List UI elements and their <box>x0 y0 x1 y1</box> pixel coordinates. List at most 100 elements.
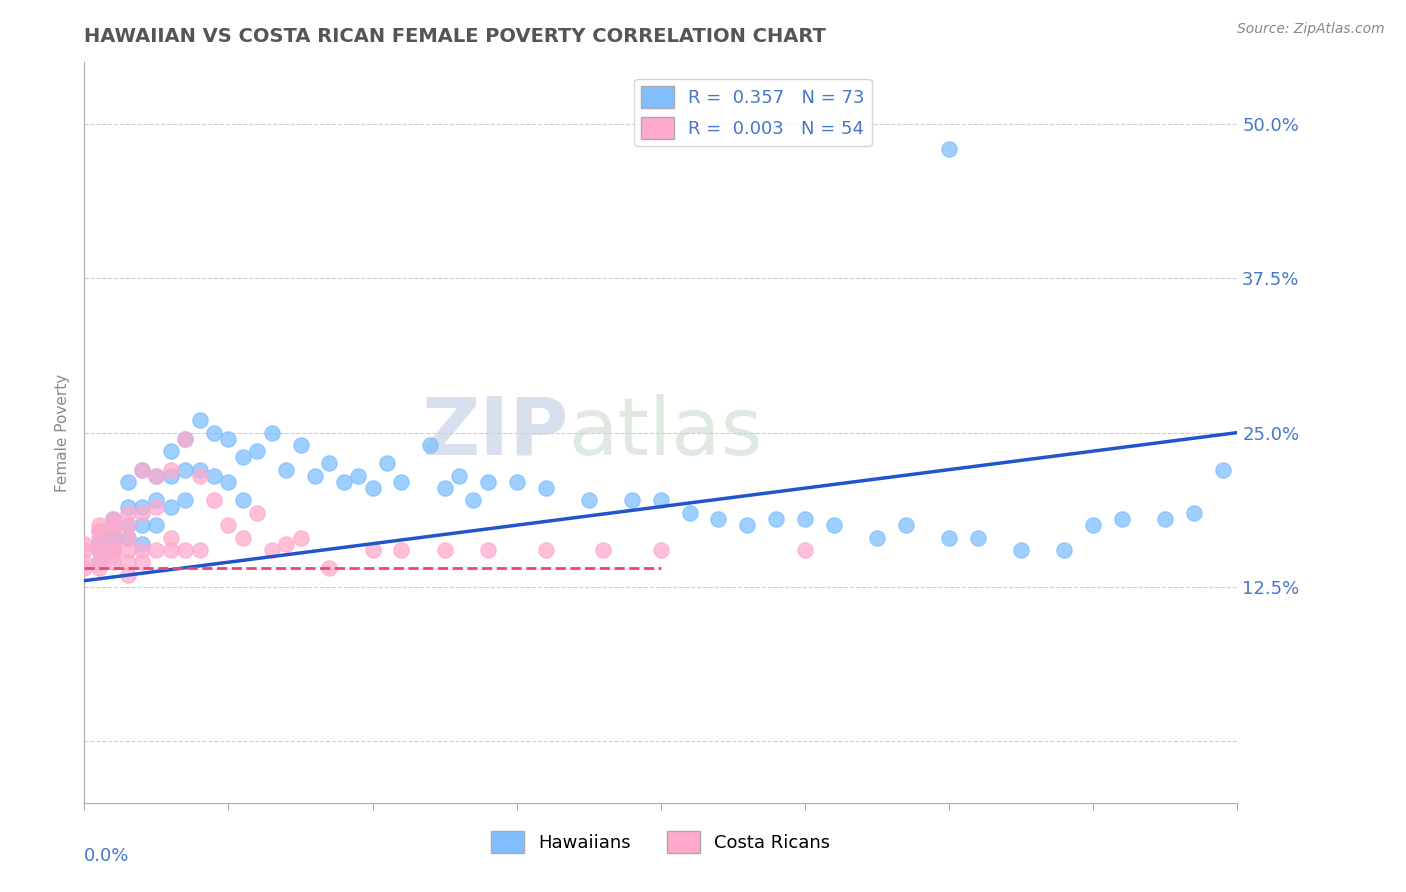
Point <box>938 531 960 545</box>
Point <box>765 512 787 526</box>
Point <box>73 536 96 550</box>
Point <box>131 555 153 569</box>
Point <box>174 493 197 508</box>
Point <box>87 531 110 545</box>
Point <box>463 493 485 508</box>
Point <box>304 468 326 483</box>
Point <box>174 432 197 446</box>
Point <box>260 425 283 440</box>
Point <box>160 500 183 514</box>
Point <box>103 518 124 533</box>
Point <box>650 493 672 508</box>
Point <box>449 468 471 483</box>
Point <box>117 531 139 545</box>
Point <box>145 500 167 514</box>
Point <box>145 493 167 508</box>
Point <box>73 561 96 575</box>
Point <box>174 432 197 446</box>
Point <box>202 468 225 483</box>
Point <box>188 462 211 476</box>
Point <box>1212 462 1234 476</box>
Point <box>103 536 124 550</box>
Point <box>117 567 139 582</box>
Point <box>318 457 340 471</box>
Point <box>246 444 269 458</box>
Point <box>534 481 557 495</box>
Point <box>391 475 413 489</box>
Point <box>707 512 730 526</box>
Point <box>160 468 183 483</box>
Point <box>117 555 139 569</box>
Point <box>1010 542 1032 557</box>
Point <box>117 506 139 520</box>
Point <box>145 542 167 557</box>
Point <box>218 475 240 489</box>
Point <box>87 524 110 539</box>
Point <box>375 457 398 471</box>
Point <box>506 475 529 489</box>
Point <box>290 438 312 452</box>
Point <box>188 413 211 427</box>
Point <box>967 531 990 545</box>
Point <box>1111 512 1133 526</box>
Point <box>866 531 889 545</box>
Point <box>202 425 225 440</box>
Point <box>894 518 917 533</box>
Point <box>103 542 124 557</box>
Point <box>276 462 298 476</box>
Point <box>117 518 139 533</box>
Point <box>103 549 124 563</box>
Point <box>347 468 370 483</box>
Point <box>260 542 283 557</box>
Point <box>103 512 124 526</box>
Point <box>679 506 702 520</box>
Point <box>650 542 672 557</box>
Point <box>117 542 139 557</box>
Point <box>578 493 600 508</box>
Point <box>131 542 153 557</box>
Point <box>103 542 124 557</box>
Point <box>433 542 456 557</box>
Point <box>737 518 759 533</box>
Point <box>318 561 340 575</box>
Point <box>232 531 254 545</box>
Point <box>103 555 124 569</box>
Point <box>87 555 110 569</box>
Point <box>534 542 557 557</box>
Point <box>1154 512 1177 526</box>
Point <box>160 542 183 557</box>
Point <box>73 555 96 569</box>
Point <box>87 524 110 539</box>
Point <box>621 493 644 508</box>
Point <box>103 512 124 526</box>
Point <box>87 555 110 569</box>
Point <box>477 542 499 557</box>
Legend: Hawaiians, Costa Ricans: Hawaiians, Costa Ricans <box>484 824 838 861</box>
Point <box>823 518 845 533</box>
Point <box>145 518 167 533</box>
Point <box>87 561 110 575</box>
Point <box>1182 506 1205 520</box>
Point <box>160 531 183 545</box>
Text: HAWAIIAN VS COSTA RICAN FEMALE POVERTY CORRELATION CHART: HAWAIIAN VS COSTA RICAN FEMALE POVERTY C… <box>84 27 827 45</box>
Point <box>477 475 499 489</box>
Point <box>188 468 211 483</box>
Point <box>938 142 960 156</box>
Point <box>131 462 153 476</box>
Text: Source: ZipAtlas.com: Source: ZipAtlas.com <box>1237 22 1385 37</box>
Point <box>117 531 139 545</box>
Point <box>103 531 124 545</box>
Text: ZIP: ZIP <box>422 393 568 472</box>
Point <box>131 518 153 533</box>
Point <box>794 512 817 526</box>
Point <box>1083 518 1105 533</box>
Point <box>391 542 413 557</box>
Point <box>117 500 139 514</box>
Point <box>73 542 96 557</box>
Point <box>87 542 110 557</box>
Point <box>103 524 124 539</box>
Point <box>145 468 167 483</box>
Point <box>131 462 153 476</box>
Point <box>117 475 139 489</box>
Point <box>131 536 153 550</box>
